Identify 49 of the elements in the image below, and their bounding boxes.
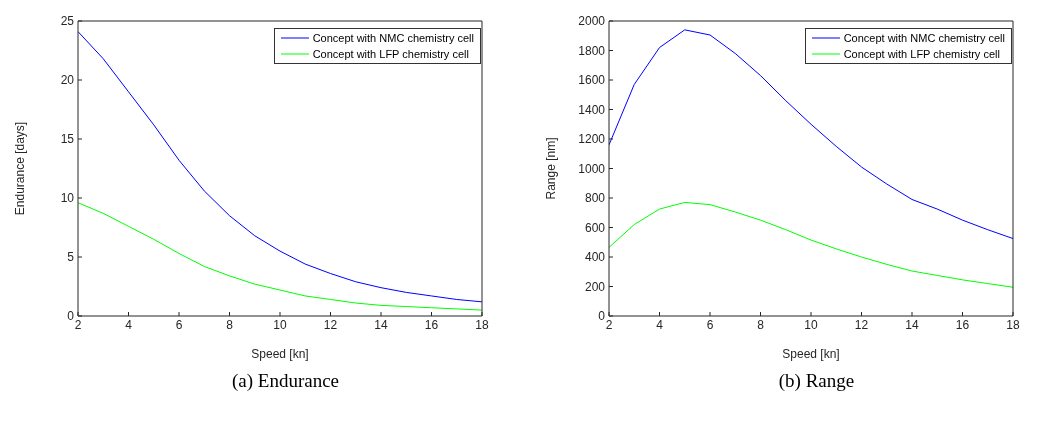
x-tick-label: 2 [74, 317, 82, 332]
y-tick-label: 400 [584, 250, 606, 265]
x-tick-label: 4 [125, 317, 133, 332]
line-series [609, 201, 1013, 288]
y-axis-title: Range [nm] [544, 137, 559, 200]
x-tick-label: 6 [706, 317, 714, 332]
y-tick-label: 1200 [578, 132, 606, 147]
y-tick-label: 0 [67, 309, 75, 324]
x-tick-label: 14 [905, 317, 919, 332]
x-tick-label: 4 [656, 317, 664, 332]
y-tick-label: 15 [60, 132, 75, 147]
x-tick-label: 2 [605, 317, 613, 332]
line-series [78, 202, 482, 311]
legend-label: Concept with NMC chemistry cell [843, 31, 1005, 46]
y-tick-label: 1400 [578, 102, 606, 117]
x-tick-label: 8 [757, 317, 765, 332]
y-tick-label: 0 [598, 309, 606, 324]
y-tick-label: 1000 [578, 161, 606, 176]
x-tick-label: 8 [226, 317, 234, 332]
text: (b) Range [777, 370, 856, 392]
y-tick-label: 1800 [578, 43, 606, 58]
y-tick-label: 20 [60, 73, 75, 88]
y-tick-label: 1600 [578, 73, 606, 88]
x-tick-label: 16 [424, 317, 439, 332]
x-tick-label: 18 [1006, 317, 1020, 332]
line-series [78, 31, 482, 303]
legend-label: Concept with NMC chemistry cell [312, 31, 474, 46]
x-tick-label: 14 [374, 317, 388, 332]
y-tick-label: 2000 [578, 14, 606, 29]
x-tick-label: 16 [955, 317, 970, 332]
x-tick-label: 18 [475, 317, 489, 332]
y-tick-label: 25 [60, 14, 75, 29]
x-tick-label: 6 [175, 317, 183, 332]
x-tick-label: 10 [273, 317, 287, 332]
y-tick-label: 800 [584, 191, 606, 206]
y-tick-label: 600 [584, 220, 606, 235]
legend-label: Concept with LFP chemistry cell [843, 47, 1000, 62]
y-tick-label: 5 [67, 250, 75, 265]
text: (a) Endurance [230, 370, 341, 392]
x-axis-title: Speed [kn] [251, 347, 309, 361]
y-axis-title: Endurance [days] [13, 121, 28, 216]
x-tick-label: 12 [854, 317, 869, 332]
x-tick-label: 10 [804, 317, 818, 332]
y-tick-label: 10 [60, 191, 75, 206]
x-tick-label: 12 [323, 317, 338, 332]
x-axis-title: Speed [kn] [782, 347, 840, 361]
legend-label: Concept with LFP chemistry cell [312, 47, 469, 62]
line-series [609, 29, 1013, 240]
y-tick-label: 200 [584, 279, 606, 294]
